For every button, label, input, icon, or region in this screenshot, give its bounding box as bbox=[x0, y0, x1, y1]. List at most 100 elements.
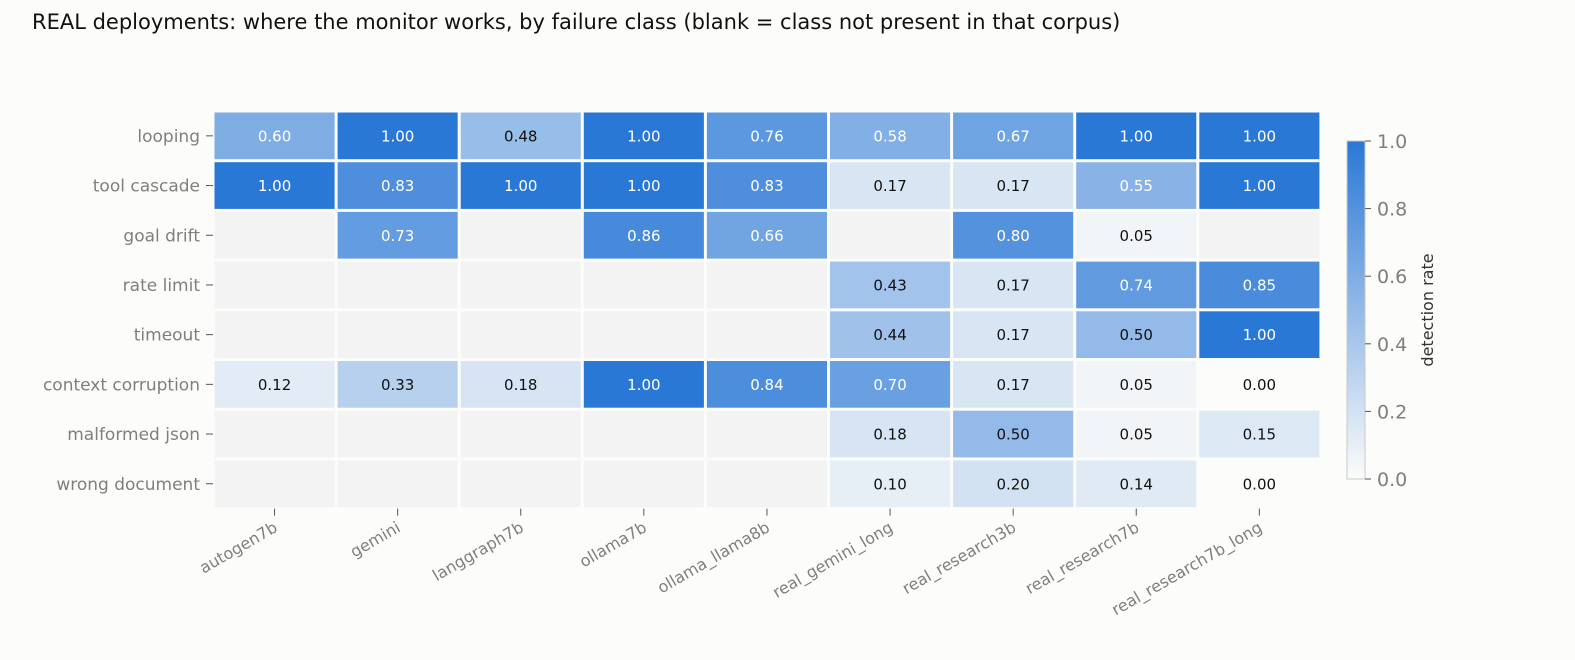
heatmap-cell bbox=[830, 460, 951, 508]
cell-value-label: 0.05 bbox=[1120, 426, 1153, 444]
heatmap-cell-blank bbox=[460, 311, 581, 358]
cell-value-label: 0.15 bbox=[1243, 426, 1276, 444]
cell-value-label: 1.00 bbox=[1243, 177, 1276, 195]
cell-value-label: 0.74 bbox=[1120, 276, 1153, 294]
x-tick-label: langgraph7b bbox=[429, 518, 527, 585]
cell-value-label: 1.00 bbox=[258, 177, 291, 195]
heatmap-cell-blank bbox=[583, 460, 704, 508]
y-tick-label: looping bbox=[137, 127, 200, 147]
cell-value-label: 0.66 bbox=[750, 227, 783, 245]
y-tick-label: rate limit bbox=[123, 276, 201, 296]
heatmap-cell-blank bbox=[337, 460, 458, 508]
heatmap-cell bbox=[953, 361, 1074, 408]
cell-value-label: 0.80 bbox=[996, 227, 1029, 245]
cell-value-label: 0.85 bbox=[1243, 276, 1276, 294]
heatmap-cell bbox=[830, 112, 951, 160]
heatmap-cell bbox=[953, 261, 1074, 309]
heatmap-cell bbox=[706, 211, 827, 259]
heatmap-cell bbox=[214, 361, 335, 408]
chart-title: REAL deployments: where the monitor work… bbox=[32, 10, 1121, 34]
heatmap-cell bbox=[337, 211, 458, 259]
heatmap-cell bbox=[1199, 311, 1320, 358]
heatmap-cell-blank bbox=[583, 311, 704, 358]
heatmap-cell bbox=[1199, 261, 1320, 309]
cell-value-label: 0.83 bbox=[381, 177, 414, 195]
cell-value-label: 0.67 bbox=[996, 127, 1029, 145]
y-tick-label: wrong document bbox=[56, 475, 200, 495]
cell-value-label: 0.17 bbox=[873, 177, 906, 195]
cell-value-label: 0.84 bbox=[750, 376, 783, 394]
x-tick-label: gemini bbox=[347, 518, 404, 562]
heatmap-cell-blank bbox=[460, 211, 581, 259]
cell-value-label: 0.58 bbox=[873, 127, 906, 145]
x-tick-label: ollama7b bbox=[576, 518, 650, 572]
heatmap-cell bbox=[830, 261, 951, 309]
colorbar-gradient bbox=[1346, 140, 1366, 480]
cell-value-label: 1.00 bbox=[1243, 326, 1276, 344]
heatmap-cell bbox=[460, 361, 581, 408]
cell-value-label: 0.76 bbox=[750, 127, 783, 145]
heatmap-cell bbox=[953, 311, 1074, 358]
cell-value-label: 0.70 bbox=[873, 376, 906, 394]
heatmap-cell bbox=[460, 112, 581, 160]
heatmap-cell-blank bbox=[460, 460, 581, 508]
x-tick-label: ollama_llama8b bbox=[654, 518, 773, 598]
heatmap-cell bbox=[214, 112, 335, 160]
x-tick-label: real_research7b bbox=[1022, 518, 1143, 599]
heatmap-cell bbox=[583, 211, 704, 259]
cell-value-label: 0.50 bbox=[1120, 326, 1153, 344]
colorbar-tick-label: 0.4 bbox=[1377, 334, 1407, 356]
cell-value-label: 0.18 bbox=[504, 376, 537, 394]
heatmap-cell bbox=[953, 211, 1074, 259]
x-tick-label: real_research3b bbox=[899, 518, 1020, 599]
heatmap-cell bbox=[583, 112, 704, 160]
x-tick-label: autogen7b bbox=[196, 518, 280, 578]
cell-value-label: 0.55 bbox=[1120, 177, 1153, 195]
heatmap-cell bbox=[337, 162, 458, 209]
colorbar-tick-label: 0.8 bbox=[1377, 199, 1407, 221]
cell-value-label: 0.12 bbox=[258, 376, 291, 394]
colorbar-tick-label: 0.6 bbox=[1377, 266, 1407, 288]
y-tick-label: tool cascade bbox=[93, 177, 200, 197]
cell-value-label: 0.48 bbox=[504, 127, 537, 145]
y-tick-label: malformed json bbox=[67, 425, 200, 445]
heatmap-cell bbox=[1076, 410, 1197, 458]
heatmap-cell-blank bbox=[706, 410, 827, 458]
heatmap-cell-blank bbox=[706, 261, 827, 309]
heatmap-cells: 0.60 1.00 0.48 1.00 0.76 0.58 0.67 1.00 1.00 1.00… bbox=[214, 112, 1320, 508]
heatmap-cell bbox=[953, 112, 1074, 160]
heatmap-cell bbox=[1076, 261, 1197, 309]
heatmap-cell-blank bbox=[830, 211, 951, 259]
cell-value-label: 0.20 bbox=[996, 475, 1029, 493]
colorbar-tick-label: 0.0 bbox=[1377, 469, 1407, 491]
x-axis: autogen7b gemini langgraph7b ollama7b ollama… bbox=[196, 508, 1266, 620]
heatmap-cell bbox=[1076, 162, 1197, 209]
heatmap-cell bbox=[953, 460, 1074, 508]
heatmap-cell-blank bbox=[214, 261, 335, 309]
heatmap-cell bbox=[1076, 211, 1197, 259]
cell-value-label: 0.17 bbox=[996, 376, 1029, 394]
cell-value-label: 0.86 bbox=[627, 227, 660, 245]
cell-value-label: 0.14 bbox=[1120, 475, 1153, 493]
heatmap-cell bbox=[1076, 112, 1197, 160]
heatmap-cell-blank bbox=[583, 261, 704, 309]
cell-value-label: 0.05 bbox=[1120, 227, 1153, 245]
cell-value-label: 0.17 bbox=[996, 177, 1029, 195]
heatmap-cell-blank bbox=[214, 410, 335, 458]
cell-value-label: 0.10 bbox=[873, 475, 906, 493]
cell-value-label: 0.73 bbox=[381, 227, 414, 245]
heatmap-cell-blank bbox=[460, 410, 581, 458]
x-tick-label: real_gemini_long bbox=[769, 518, 896, 603]
heatmap-cell bbox=[583, 162, 704, 209]
heatmap-cell-blank bbox=[337, 410, 458, 458]
cell-value-label: 1.00 bbox=[627, 177, 660, 195]
cell-value-label: 0.17 bbox=[996, 326, 1029, 344]
cell-value-label: 0.83 bbox=[750, 177, 783, 195]
heatmap-cell-blank bbox=[583, 410, 704, 458]
heatmap-cell-blank bbox=[214, 460, 335, 508]
heatmap-cell-blank bbox=[214, 211, 335, 259]
y-tick-label: timeout bbox=[134, 326, 201, 346]
cell-value-label: 1.00 bbox=[627, 127, 660, 145]
colorbar-label: detection rate bbox=[1418, 253, 1437, 366]
y-tick-label: context corruption bbox=[43, 375, 200, 395]
